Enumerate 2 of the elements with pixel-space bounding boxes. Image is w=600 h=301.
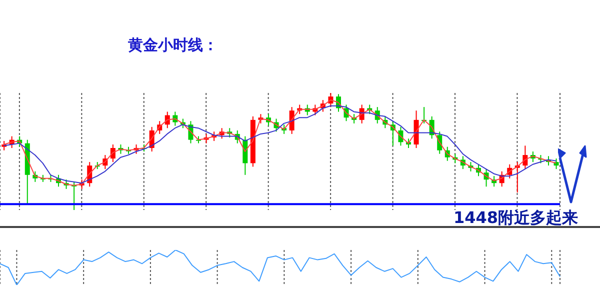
ref-line-label: 1448附近多起来 <box>453 208 578 228</box>
chart-title: 黄金小时线： <box>128 36 218 55</box>
